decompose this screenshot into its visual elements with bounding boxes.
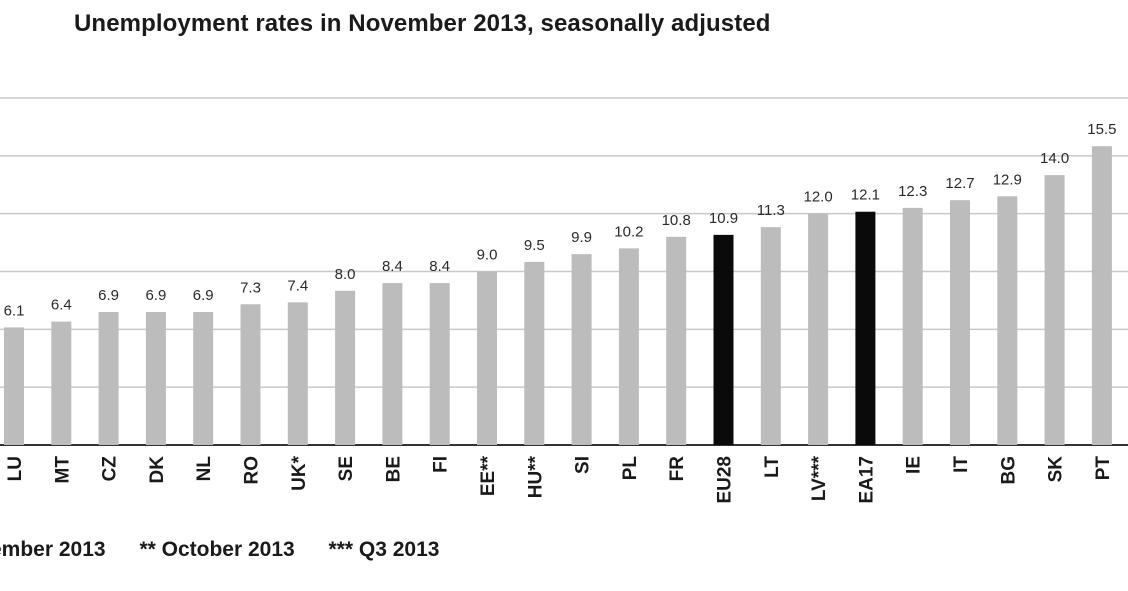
footnote-q3: *** Q3 2013	[328, 538, 440, 561]
bar-cz	[98, 311, 119, 445]
bar-pl	[618, 248, 639, 445]
bar-ie	[902, 207, 923, 445]
tick-label-eu28: EU28	[715, 456, 736, 504]
tick-label-dk: DK	[147, 456, 168, 484]
bar-be	[382, 283, 403, 445]
bar-lt	[760, 227, 781, 445]
bar-lv	[808, 213, 829, 445]
value-label-dk: 6.9	[145, 287, 166, 304]
value-label-ee: 9.0	[477, 247, 498, 264]
bar-ee	[477, 271, 497, 445]
bar-hu	[524, 261, 545, 445]
value-labels: 6.1 6.4 6.9 6.9 6.9 7.3 7.4 8.0 8.4 8.4 9.0 9.5 9.9 1…	[4, 121, 1117, 319]
tick-label-bg: BG	[998, 456, 1019, 485]
tick-label-lt: LT	[762, 456, 783, 478]
footnote-october: ** October 2013	[139, 538, 295, 561]
bar-pt	[1091, 146, 1112, 445]
tick-label-ro: RO	[242, 456, 263, 485]
tick-label-mt: MT	[52, 456, 73, 484]
value-label-hu: 9.5	[524, 237, 545, 254]
tick-label-nl: NL	[194, 456, 215, 482]
gridlines	[0, 97, 1128, 446]
bar-uk	[287, 302, 308, 445]
value-label-si: 9.9	[571, 229, 592, 246]
bar-se	[335, 290, 356, 445]
value-label-lt: 11.3	[757, 202, 785, 219]
value-label-eu28: 10.9	[709, 210, 738, 227]
bar-eu28	[713, 234, 734, 445]
tick-label-se: SE	[336, 456, 357, 481]
bar-dk	[145, 311, 166, 445]
bar-sk	[1044, 175, 1065, 445]
tick-label-sk: SK	[1046, 456, 1067, 483]
value-label-ea17: 12.1	[851, 187, 880, 204]
value-label-se: 8.0	[335, 266, 356, 283]
footnotes: ember 2013 ** October 2013 *** Q3 2013	[0, 538, 467, 562]
value-label-cz: 6.9	[98, 287, 119, 304]
value-label-lv: 12.0	[803, 189, 832, 206]
value-label-nl: 6.9	[193, 287, 214, 304]
tick-label-uk: UK*	[289, 455, 310, 490]
category-tick-labels: LU MT CZ DK NL RO UK* SE BE FI EE** HU** SI PL FR EU28 L…	[5, 455, 1114, 503]
tick-label-lv: LV***	[809, 455, 830, 501]
tick-label-fr: FR	[667, 456, 688, 482]
tick-label-be: BE	[383, 456, 404, 482]
chart-title: Unemployment rates in November 2013, sea…	[74, 10, 771, 37]
value-label-fr: 10.8	[662, 212, 691, 229]
tick-label-cz: CZ	[100, 456, 121, 482]
tick-label-it: IT	[951, 456, 972, 473]
bar-it	[950, 200, 970, 445]
tick-label-ie: IE	[904, 456, 925, 474]
value-label-uk: 7.4	[287, 277, 308, 294]
value-label-pt: 15.5	[1087, 121, 1116, 138]
value-label-be: 8.4	[382, 258, 403, 275]
bar-si	[571, 254, 592, 445]
bar-bg	[997, 196, 1018, 445]
footnote-uk: ember 2013	[0, 538, 106, 561]
value-label-fi: 8.4	[429, 258, 450, 275]
value-label-lu: 6.1	[4, 302, 25, 319]
bar-ro	[240, 304, 261, 445]
bar-nl	[193, 311, 214, 445]
value-label-bg: 12.9	[993, 171, 1022, 188]
tick-label-fi: FI	[431, 456, 452, 473]
value-label-ie: 12.3	[898, 183, 927, 200]
bar-fi	[429, 283, 450, 445]
bars	[4, 146, 1112, 445]
value-label-pl: 10.2	[614, 223, 643, 240]
tick-label-pt: PT	[1093, 456, 1114, 481]
tick-label-ea17: EA17	[856, 456, 877, 504]
tick-label-si: SI	[573, 456, 594, 474]
tick-label-pl: PL	[620, 456, 641, 481]
value-label-ro: 7.3	[240, 279, 261, 296]
tick-label-hu: HU**	[525, 455, 546, 498]
tick-label-ee: EE**	[478, 455, 499, 496]
bar-fr	[666, 236, 687, 445]
value-label-it: 12.7	[945, 175, 974, 192]
bar-ea17	[855, 211, 876, 445]
bar-mt	[51, 321, 72, 445]
value-label-mt: 6.4	[51, 297, 72, 314]
bar-lu	[4, 327, 24, 445]
value-label-sk: 14.0	[1040, 150, 1069, 167]
tick-label-lu: LU	[5, 456, 26, 481]
